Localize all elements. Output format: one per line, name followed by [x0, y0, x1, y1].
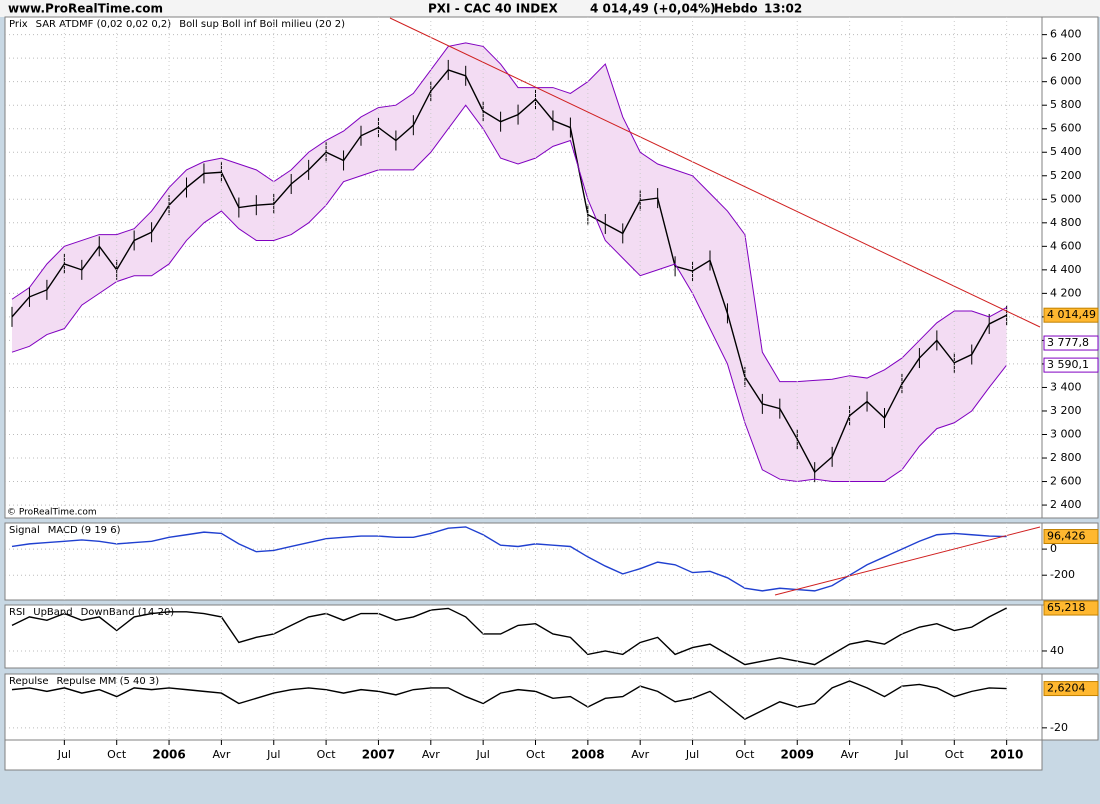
- x-tick-label: 2010: [990, 748, 1023, 762]
- legend-entry: Signal: [9, 525, 40, 536]
- last-value-box: [1043, 307, 1099, 323]
- panel: [4, 673, 1043, 741]
- series-line: [11, 104, 1008, 483]
- panel: [4, 522, 1043, 601]
- x-tick-label: Oct: [317, 748, 337, 761]
- instrument: PXI - CAC 40 INDEX: [428, 2, 558, 16]
- last-value-label: 65,218: [1047, 601, 1086, 614]
- legend-entry: Repulse: [9, 676, 48, 687]
- time: 13:02: [764, 2, 802, 16]
- legend-entry: MACD (9 19 6): [48, 525, 121, 536]
- x-tick-label: Jul: [685, 748, 699, 761]
- x-tick-label: Avr: [422, 748, 440, 761]
- y-tick-label: -20: [1050, 721, 1068, 734]
- y-tick-label: 3 400: [1050, 380, 1082, 393]
- series-line: [11, 607, 1007, 666]
- last-value-label: 2,6204: [1047, 682, 1086, 695]
- x-tick-label: Oct: [526, 748, 546, 761]
- y-tick-label: 2 400: [1050, 498, 1082, 511]
- last-value-box: [1043, 529, 1099, 545]
- x-tick-label: Avr: [841, 748, 859, 761]
- y-tick-label: -200: [1050, 568, 1075, 581]
- x-tick-label: Oct: [107, 748, 127, 761]
- x-tick-label: 2006: [152, 748, 185, 762]
- y-tick-label: 5 200: [1050, 169, 1082, 182]
- y-tick-label: 4 400: [1050, 263, 1082, 276]
- last-value-box: [1043, 357, 1099, 373]
- panel: [4, 604, 1043, 669]
- y-tick-label: 2 800: [1050, 451, 1082, 464]
- y-tick-label: 40: [1050, 644, 1064, 657]
- legend-entry: UpBand: [33, 607, 72, 618]
- x-tick-label: 2009: [781, 748, 814, 762]
- y-tick-label: 6 400: [1050, 28, 1082, 41]
- y-tick-label: 2 600: [1050, 475, 1082, 488]
- header-bar: [0, 0, 1100, 17]
- y-tick-label: 3 200: [1050, 404, 1082, 417]
- axis-panel: [1041, 16, 1099, 519]
- legend-entry: Repulse MM (5 40 3): [56, 676, 159, 687]
- y-tick-label: 0: [1050, 542, 1057, 555]
- x-tick-label: Jul: [266, 748, 280, 761]
- last-value-label: 4 014,49: [1047, 308, 1096, 321]
- x-tick-label: Avr: [212, 748, 230, 761]
- y-tick-label: 4 800: [1050, 216, 1082, 229]
- x-tick-label: Jul: [476, 748, 490, 761]
- last-value-label: 3 777,8: [1047, 336, 1089, 349]
- y-tick-label: 3 000: [1050, 428, 1082, 441]
- watermark: © ProRealTime.com: [7, 508, 97, 518]
- y-tick-label: 6 000: [1050, 75, 1082, 88]
- period: Hebdo: [714, 2, 758, 16]
- last-value-label: 96,426: [1047, 530, 1086, 543]
- x-tick-label: 2008: [571, 748, 604, 762]
- quote: 4 014,49 (+0,04%): [590, 2, 716, 16]
- legend-entry: Prix: [9, 19, 28, 30]
- legend-entry: RSI: [9, 607, 25, 618]
- trendline: [389, 17, 1041, 328]
- bollinger-band: [12, 42, 1007, 482]
- x-tick-label: Oct: [735, 748, 755, 761]
- x-tick-label: Jul: [57, 748, 71, 761]
- last-value-box: [1043, 681, 1099, 697]
- x-tick-label: Avr: [631, 748, 649, 761]
- y-tick-label: 5 400: [1050, 145, 1082, 158]
- series-line: [11, 69, 1007, 474]
- last-value-label: 3 590,1: [1047, 358, 1089, 371]
- trendline: [774, 526, 1041, 596]
- x-tick-label: Oct: [945, 748, 965, 761]
- legend-entry: Boll sup Boll inf Boll milieu (20 2): [179, 19, 345, 30]
- last-value-box: [1043, 335, 1099, 351]
- y-tick-label: 5 000: [1050, 192, 1082, 205]
- x-tick-label: 2007: [362, 748, 395, 762]
- y-tick-label: 4 600: [1050, 239, 1082, 252]
- y-tick-label: 5 600: [1050, 122, 1082, 135]
- series-line: [11, 42, 1007, 383]
- last-value-box: [1043, 600, 1099, 616]
- y-tick-label: 6 200: [1050, 51, 1082, 64]
- y-tick-label: 4 200: [1050, 286, 1082, 299]
- series-line: [11, 526, 1007, 592]
- legend-entry: DownBand (14 20): [81, 607, 175, 618]
- series-line: [11, 680, 1007, 720]
- site: www.ProRealTime.com: [8, 2, 163, 16]
- x-tick-label: Jul: [894, 748, 908, 761]
- x-axis-area: [4, 739, 1043, 771]
- y-tick-label: 5 800: [1050, 98, 1082, 111]
- legend-entry: SAR ATDMF (0,02 0,02 0,2): [36, 19, 172, 30]
